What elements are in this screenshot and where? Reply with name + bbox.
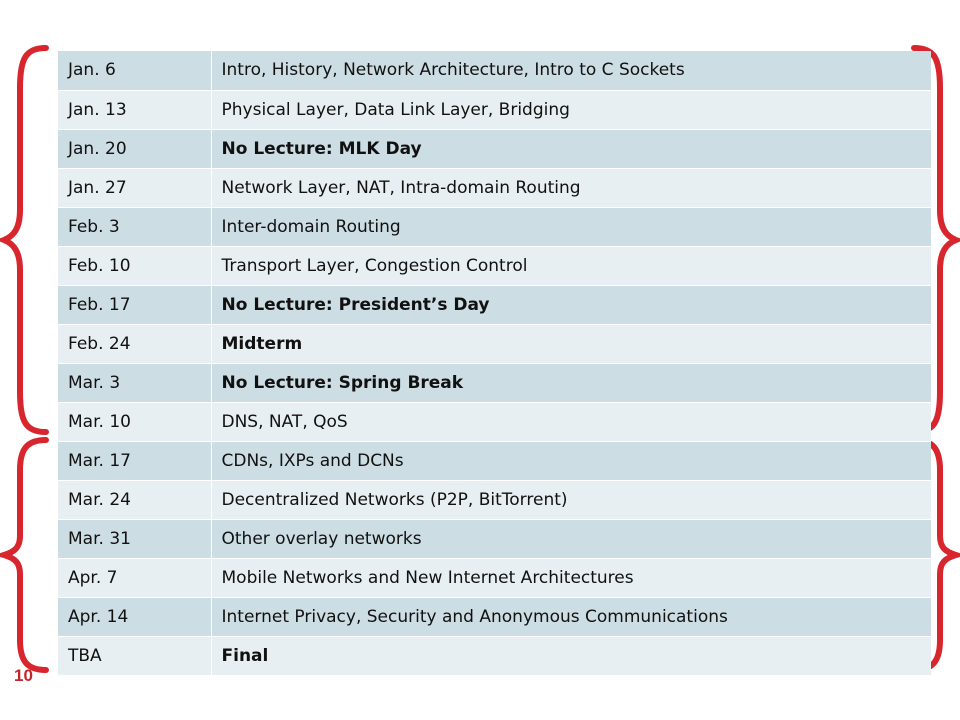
schedule-topic: No Lecture: President’s Day bbox=[211, 285, 931, 325]
schedule-date: Feb. 17 bbox=[58, 285, 212, 325]
schedule-row: Jan. 6 Intro, History, Network Architectu… bbox=[58, 51, 931, 91]
schedule-date: Apr. 7 bbox=[58, 558, 212, 598]
schedule-topic: No Lecture: Spring Break bbox=[211, 363, 931, 403]
schedule-topic: Final bbox=[211, 636, 931, 676]
left-brace-top bbox=[0, 45, 49, 435]
schedule-row: Jan. 27 Network Layer, NAT, Intra-domain … bbox=[58, 168, 931, 208]
schedule-date: Mar. 3 bbox=[58, 363, 212, 403]
schedule-date: TBA bbox=[58, 636, 212, 676]
schedule-date: Jan. 6 bbox=[58, 51, 212, 91]
schedule-date: Mar. 17 bbox=[58, 441, 212, 481]
schedule-row: Mar. 17 CDNs, IXPs and DCNs bbox=[58, 441, 931, 481]
schedule-date: Mar. 24 bbox=[58, 480, 212, 520]
schedule-topic: Intro, History, Network Architecture, In… bbox=[211, 51, 931, 91]
schedule-body: Jan. 6 Intro, History, Network Architectu… bbox=[58, 51, 931, 676]
schedule-topic: DNS, NAT, QoS bbox=[211, 402, 931, 442]
schedule-row: Mar. 24 Decentralized Networks (P2P, BitT… bbox=[58, 480, 931, 520]
schedule-row: Feb. 17 No Lecture: President’s Day bbox=[58, 285, 931, 325]
schedule-row: Apr. 14 Internet Privacy, Security and An… bbox=[58, 597, 931, 637]
schedule-date: Feb. 3 bbox=[58, 207, 212, 247]
right-brace-top bbox=[911, 45, 960, 435]
schedule-topic: CDNs, IXPs and DCNs bbox=[211, 441, 931, 481]
schedule-row: Feb. 24 Midterm bbox=[58, 324, 931, 364]
schedule-row: Mar. 31 Other overlay networks bbox=[58, 519, 931, 559]
schedule-date: Feb. 10 bbox=[58, 246, 212, 286]
schedule-row: Mar. 10 DNS, NAT, QoS bbox=[58, 402, 931, 442]
slide-number: 10 bbox=[14, 666, 33, 685]
schedule-date: Jan. 27 bbox=[58, 168, 212, 208]
schedule-date: Apr. 14 bbox=[58, 597, 212, 637]
schedule-topic: Decentralized Networks (P2P, BitTorrent) bbox=[211, 480, 931, 520]
schedule-row: Feb. 10 Transport Layer, Congestion Contr… bbox=[58, 246, 931, 286]
schedule-row: Jan. 20 No Lecture: MLK Day bbox=[58, 129, 931, 169]
left-brace-bottom bbox=[0, 437, 49, 673]
schedule-row: Feb. 3 Inter-domain Routing bbox=[58, 207, 931, 247]
schedule-topic: Midterm bbox=[211, 324, 931, 364]
schedule-topic: Network Layer, NAT, Intra-domain Routing bbox=[211, 168, 931, 208]
schedule-topic: No Lecture: MLK Day bbox=[211, 129, 931, 169]
schedule-date: Mar. 31 bbox=[58, 519, 212, 559]
schedule-topic: Transport Layer, Congestion Control bbox=[211, 246, 931, 286]
schedule-table: Jan. 6 Intro, History, Network Architectu… bbox=[58, 51, 931, 676]
schedule-topic: Physical Layer, Data Link Layer, Bridgin… bbox=[211, 90, 931, 130]
schedule-date: Mar. 10 bbox=[58, 402, 212, 442]
schedule-date: Jan. 13 bbox=[58, 90, 212, 130]
schedule-date: Jan. 20 bbox=[58, 129, 212, 169]
schedule-topic: Internet Privacy, Security and Anonymous… bbox=[211, 597, 931, 637]
schedule-row: Apr. 7 Mobile Networks and New Internet A… bbox=[58, 558, 931, 598]
right-brace-bottom bbox=[911, 437, 960, 673]
schedule-row: TBA Final bbox=[58, 636, 931, 676]
schedule-topic: Mobile Networks and New Internet Archite… bbox=[211, 558, 931, 598]
schedule-topic: Inter-domain Routing bbox=[211, 207, 931, 247]
schedule-row: Jan. 13 Physical Layer, Data Link Layer, … bbox=[58, 90, 931, 130]
schedule-row: Mar. 3 No Lecture: Spring Break bbox=[58, 363, 931, 403]
schedule-topic: Other overlay networks bbox=[211, 519, 931, 559]
schedule-date: Feb. 24 bbox=[58, 324, 212, 364]
